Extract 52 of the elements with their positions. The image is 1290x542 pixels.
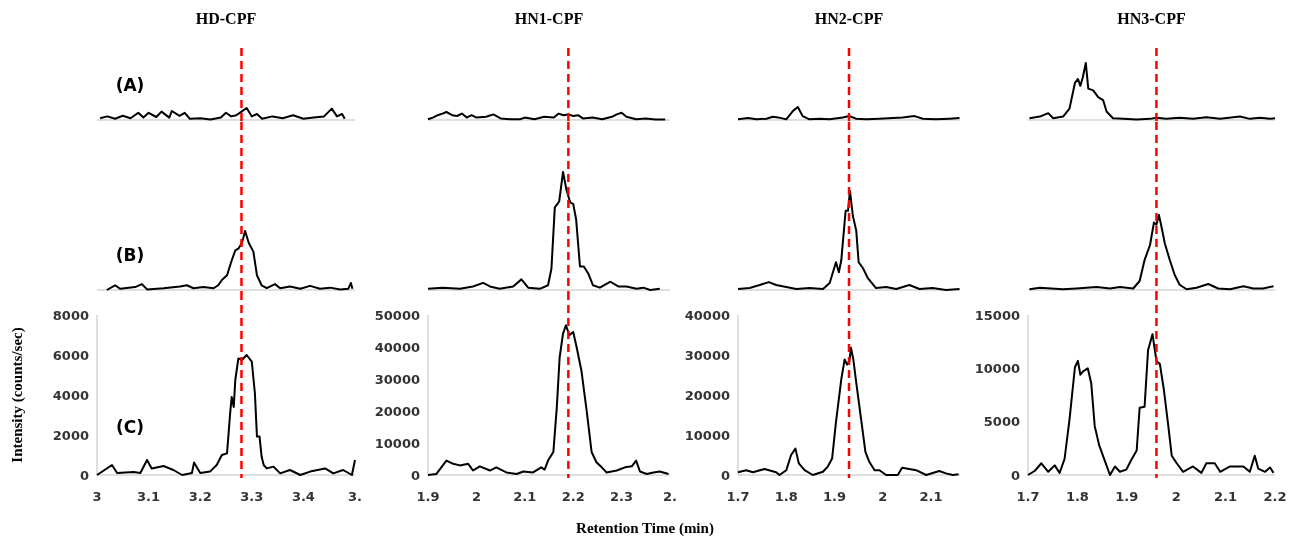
y-tick-label: 0 <box>79 467 89 483</box>
annotation: (B) <box>115 244 145 265</box>
y-tick-label: 30000 <box>684 347 730 363</box>
x-tick-label: 3.3 <box>240 489 264 504</box>
x-tick-label: 2.3 <box>610 489 634 504</box>
x-tick-label: 3 <box>92 489 102 504</box>
y-tick-label: 40000 <box>374 339 420 355</box>
y-tick-label: 5000 <box>983 414 1020 430</box>
y-tick-label: 0 <box>1010 467 1020 483</box>
x-tick-label: 1.9 <box>823 489 847 504</box>
y-tick-label: 20000 <box>374 403 420 419</box>
chart-title: HD-CPF <box>195 10 257 27</box>
chart-title: HN2-CPF <box>814 10 884 27</box>
x-tick-label: 2 <box>1171 489 1181 504</box>
x-tick-label: 2.1 <box>513 489 537 504</box>
x-tick-label: 1.9 <box>1115 489 1139 504</box>
y-tick-label: 20000 <box>684 387 730 403</box>
y-tick-label: 10000 <box>374 435 420 451</box>
x-tick-label: 2.1 <box>919 489 943 504</box>
y-tick-label: 8000 <box>52 307 89 323</box>
x-tick-label: 1.7 <box>1016 489 1040 504</box>
x-tick-label: 2.1 <box>1214 489 1238 504</box>
x-axis-title: Retention Time (min) <box>576 520 714 537</box>
y-tick-label: 0 <box>410 467 420 483</box>
x-tick-label: 1.8 <box>1065 489 1089 504</box>
y-tick-label: 6000 <box>52 347 89 363</box>
x-tick-label: 1.9 <box>416 489 440 504</box>
x-tick-label: 2 <box>471 489 481 504</box>
y-tick-label: 50000 <box>374 307 420 323</box>
x-tick-label: 3.4 <box>291 489 315 504</box>
y-tick-label: 30000 <box>374 371 420 387</box>
x-tick-label: 3.2 <box>188 489 212 504</box>
y-tick-label: 10000 <box>974 360 1020 376</box>
text: (A) <box>115 74 145 95</box>
y-axis-title: Intensity (counts/sec) <box>9 327 26 463</box>
x-tick-label: 2.2 <box>561 489 585 504</box>
x-tick-label: 1.7 <box>726 489 750 504</box>
x-tick-label: 3. <box>348 489 362 504</box>
y-tick-label: 0 <box>720 467 730 483</box>
y-tick-label: 40000 <box>684 307 730 323</box>
x-tick-label: 2.2 <box>1263 489 1287 504</box>
chart-title: HN3-CPF <box>1117 10 1186 27</box>
x-tick-label: 2 <box>878 489 888 504</box>
y-tick-label: 4000 <box>52 387 89 403</box>
x-tick-label: 3.1 <box>137 489 161 504</box>
x-tick-label: 2. <box>663 489 677 504</box>
y-tick-label: 10000 <box>684 427 730 443</box>
chart-title: HN1-CPF <box>514 10 584 27</box>
annotation: (C) <box>115 416 145 437</box>
y-tick-label: 15000 <box>974 307 1020 323</box>
y-tick-label: 2000 <box>52 427 89 443</box>
x-tick-label: 1.8 <box>774 489 798 504</box>
